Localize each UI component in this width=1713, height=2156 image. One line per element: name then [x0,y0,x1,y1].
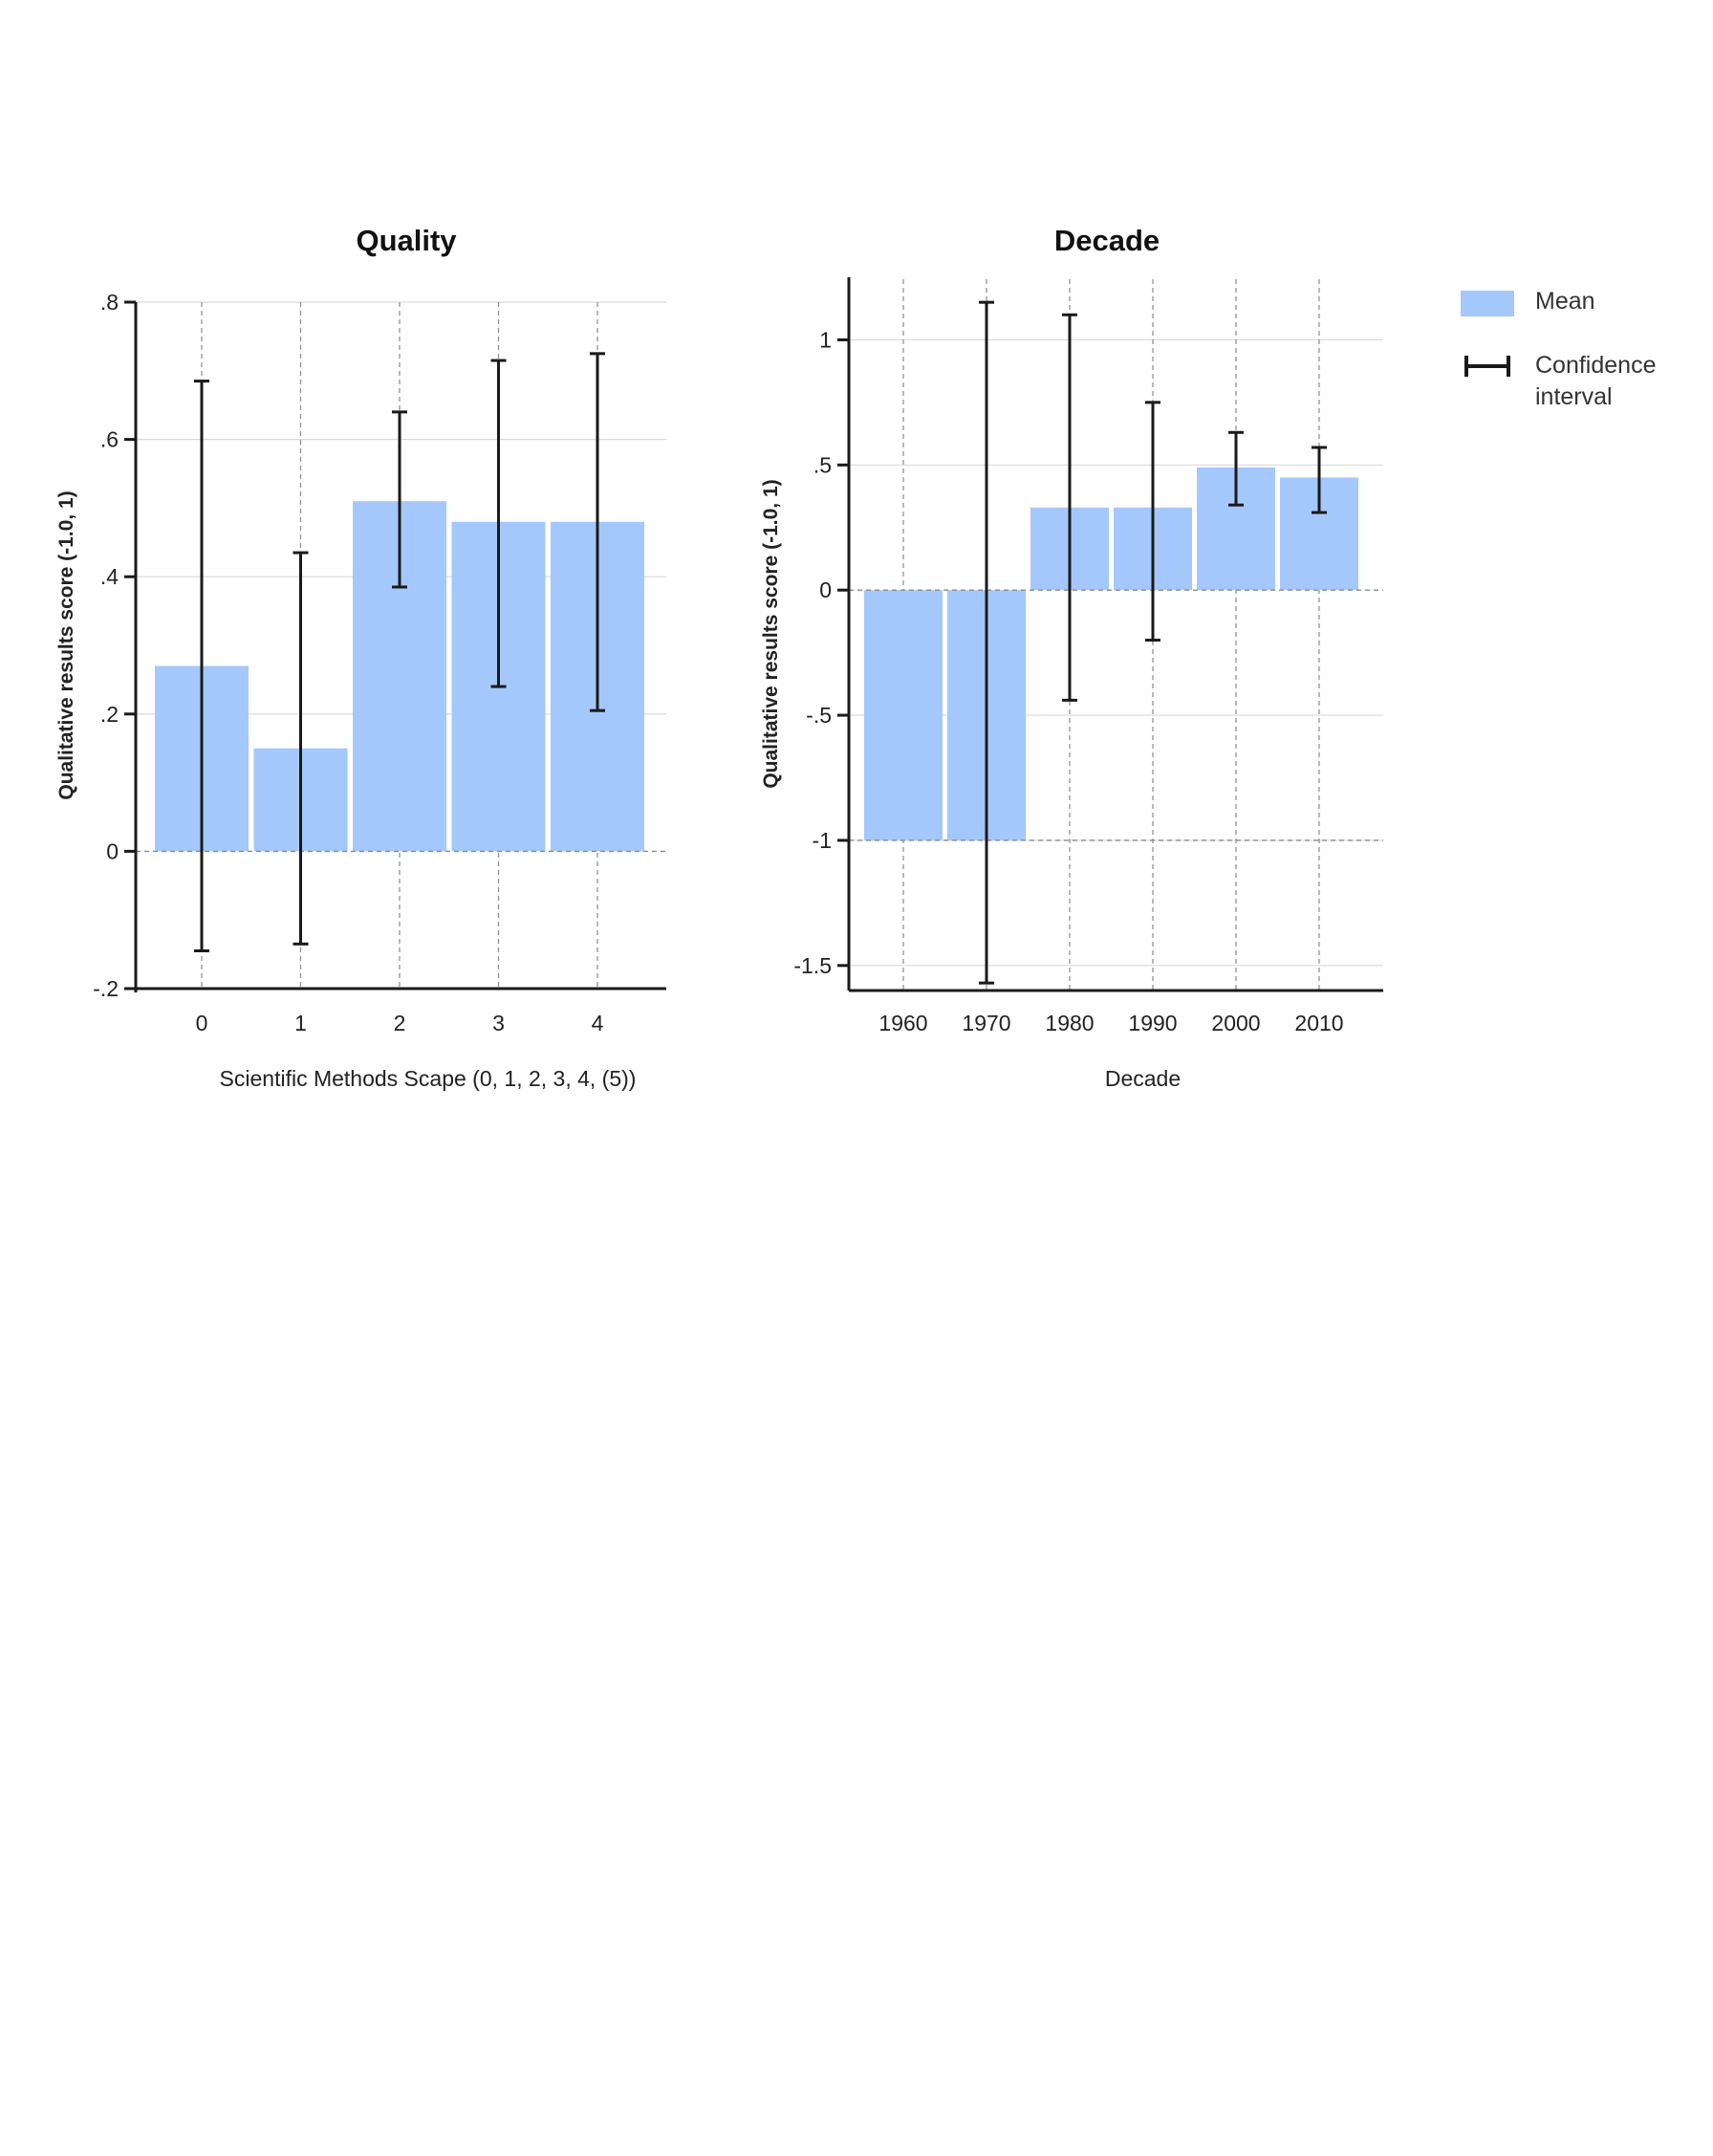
legend-mean-label: Mean [1535,288,1595,315]
legend-ci-label-line1: Confidence [1535,352,1656,379]
y-tick-label: .8 [100,290,119,315]
y-axis-label: Qualitative results score (-1.0, 1) [760,479,782,788]
errorbar-1970 [979,300,994,985]
y-tick-label: -.2 [93,976,119,1001]
x-tick-label: 2 [394,1011,406,1035]
legend-ci-label-line2: interval [1535,383,1613,410]
x-tick-label: 1 [294,1011,307,1035]
x-tick-label: 1990 [1128,1011,1177,1035]
errorbar-1990 [1145,401,1160,642]
x-tick-label: 2010 [1294,1011,1343,1035]
y-tick-label: .6 [100,427,119,452]
errorbar-3 [490,359,507,688]
y-tick-label: .2 [100,702,119,727]
y-tick-label: .5 [813,452,832,477]
errorbar-4 [590,352,605,712]
legend: Mean Confidence interval [1461,288,1656,410]
x-tick-label: 4 [592,1011,604,1035]
x-tick-label: 0 [196,1011,208,1035]
y-tick-label: 0 [819,577,832,602]
legend-errorbar-icon [1464,356,1510,377]
x-tick-label: 1960 [878,1011,927,1035]
errorbar-2000 [1228,430,1244,507]
y-tick-label: 1 [819,327,832,352]
x-tick-label: 2000 [1211,1011,1260,1035]
errorbar-0 [194,380,209,953]
chart-title: Decade [1054,224,1160,257]
x-axis-label: Scientific Methods Scape (0, 1, 2, 3, 4,… [220,1066,637,1091]
errorbar-2 [392,410,407,589]
y-tick-label: -.5 [806,703,832,728]
errorbar-1980 [1062,313,1077,702]
x-tick-label: 1970 [962,1011,1010,1035]
y-axis-label: Qualitative results score (-1.0, 1) [55,490,77,799]
x-tick-label: 1980 [1045,1011,1094,1035]
x-axis-label: Decade [1105,1066,1181,1091]
y-tick-label: 0 [106,838,119,863]
y-tick-label: .4 [100,564,119,589]
errorbar-1 [293,551,309,946]
errorbar-2010 [1312,446,1327,514]
chart-title: Quality [356,224,457,257]
x-tick-label: 3 [492,1011,505,1035]
quality-chart: -.2 0 .2 .4 .6 .8 0 1 2 3 4 Quality Scientific Metho… [55,224,666,1091]
y-tick-label: -1 [813,828,832,853]
decade-chart: -1.5 -1 -.5 0 .5 1 1960 1970 1980 1990 2000 2010 Dec… [760,224,1383,1091]
bar-1960 [864,590,943,840]
y-tick-label: -1.5 [793,953,832,978]
legend-mean-swatch [1461,291,1514,316]
